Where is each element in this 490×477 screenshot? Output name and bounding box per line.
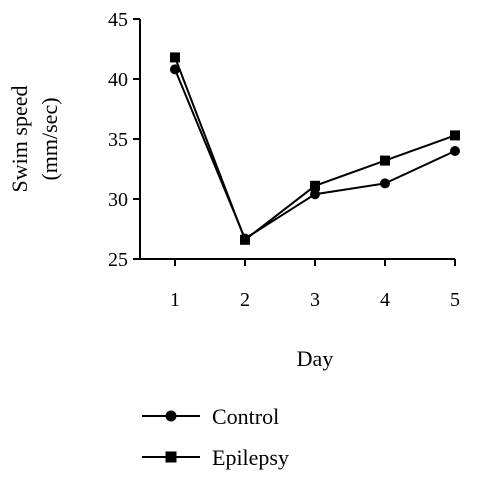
y-tick-label: 40 <box>108 69 128 91</box>
y-axis-label-line1: Swim speed <box>7 86 32 193</box>
y-tick-label: 30 <box>108 189 128 211</box>
y-tick-label: 45 <box>108 9 128 31</box>
x-tick-label: 2 <box>240 289 250 311</box>
legend-marker-epilepsy <box>165 451 177 463</box>
data-point-control <box>380 178 390 189</box>
data-point-control <box>310 189 320 200</box>
legend-label-epilepsy: Epilepsy <box>212 445 289 470</box>
series-line-control <box>174 69 456 241</box>
y-axis-label-line2: (mm/sec) <box>37 97 62 180</box>
y-tick-label: 25 <box>108 249 128 271</box>
data-point-epilepsy <box>380 155 390 166</box>
x-tick-label: 4 <box>380 289 390 311</box>
data-point-epilepsy <box>170 52 180 63</box>
legend-label-control: Control <box>212 404 279 429</box>
data-point-epilepsy <box>240 234 250 245</box>
data-point-control <box>170 64 180 75</box>
y-tick-label: 35 <box>108 129 128 151</box>
x-tick-label: 1 <box>170 289 180 311</box>
series-layer <box>170 52 460 245</box>
legend-marker-control <box>165 410 177 422</box>
data-point-control <box>450 146 460 156</box>
data-point-epilepsy <box>450 130 460 141</box>
x-tick-label: 3 <box>310 289 320 311</box>
legend: Control Epilepsy <box>142 404 289 470</box>
x-axis-label: Day <box>297 346 334 371</box>
series-line-epilepsy <box>174 57 456 242</box>
data-point-epilepsy <box>310 180 320 191</box>
x-tick-label: 5 <box>450 289 460 311</box>
